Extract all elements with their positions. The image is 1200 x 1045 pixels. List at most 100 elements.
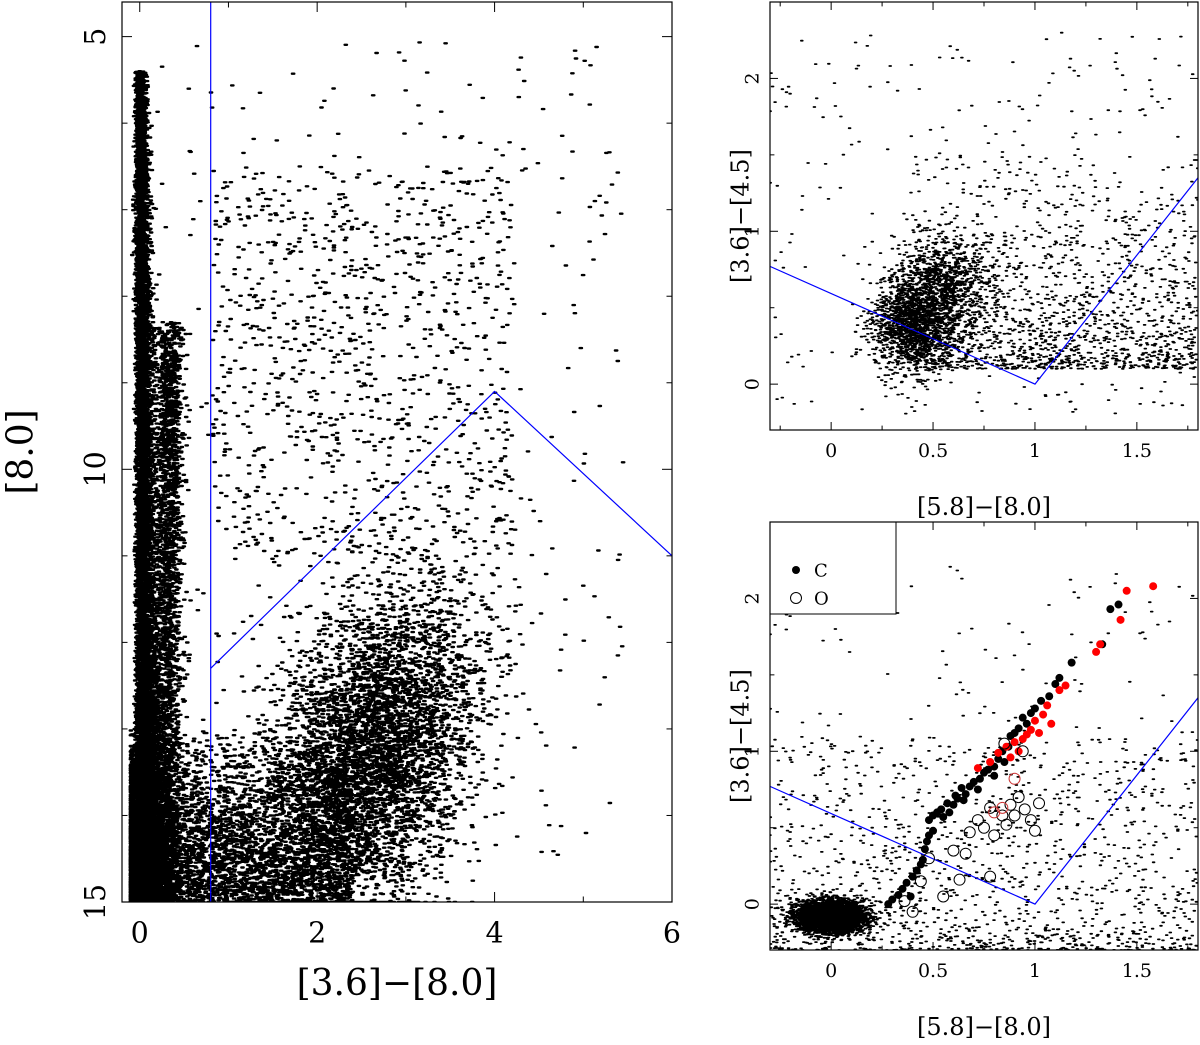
carbon-star-point xyxy=(1035,728,1044,737)
carbon-star-point xyxy=(1010,738,1019,747)
oxygen-star-point xyxy=(1016,745,1029,758)
y-tick-label: 5 xyxy=(79,28,112,46)
oxygen-star-point xyxy=(1028,824,1041,837)
carbon-star-point xyxy=(902,878,911,887)
legend-label: O xyxy=(814,588,829,609)
x-tick-label: 0.5 xyxy=(918,440,948,462)
oxygen-star-point xyxy=(971,814,984,827)
cmd-panel: 0 2 4 6 5 10 15 [3.6]−[8.0] [8.0] xyxy=(1,1,681,1004)
carbon-star-point xyxy=(1114,600,1123,609)
carbon-star-point xyxy=(1106,605,1115,614)
y-tick-label: 1 xyxy=(742,225,764,237)
carbon-star-point xyxy=(1000,757,1009,766)
y-axis-label: [3.6]−[4.5] xyxy=(726,669,754,803)
carbon-star-point xyxy=(939,813,948,822)
oxygen-star-point xyxy=(1004,798,1017,811)
x-tick-label: 6 xyxy=(663,917,681,950)
carbon-star-point xyxy=(959,796,968,805)
oxygen-star-point xyxy=(1024,814,1037,827)
x-axis-label: [5.8]−[8.0] xyxy=(917,493,1051,521)
oxygen-star-point xyxy=(947,844,960,857)
star-cloud xyxy=(770,554,1198,950)
carbon-star-point xyxy=(957,783,966,792)
oxygen-star-point xyxy=(984,870,997,883)
carbon-star-point xyxy=(1039,710,1048,719)
oxygen-star-point xyxy=(959,847,972,860)
carbon-star-point xyxy=(1014,747,1023,756)
carbon-star-point xyxy=(1030,704,1039,713)
x-tick-label: 1.5 xyxy=(1122,960,1152,982)
carbon-star-point xyxy=(994,754,1003,763)
carbon-star-point xyxy=(949,800,958,809)
oxygen-star-point xyxy=(963,826,976,839)
oxygen-star-point xyxy=(1000,818,1013,831)
carbon-star-point xyxy=(990,771,999,780)
series-c-2 xyxy=(884,600,1123,909)
carbon-star-point xyxy=(922,837,931,846)
y-tick-label: 1 xyxy=(742,745,764,757)
x-tick-label: 1 xyxy=(1029,960,1041,982)
plot-frame xyxy=(769,521,1199,951)
legend-box xyxy=(769,521,897,615)
carbon-star-point xyxy=(906,892,915,901)
ccd-panel-top: 0 0.5 1 1.5 0 1 2 [5.8]−[8.0] [3.6]−[4.5] xyxy=(726,1,1199,521)
carbon-star-point xyxy=(1055,686,1064,695)
oxygen-star-point xyxy=(953,873,966,886)
carbon-star-point xyxy=(920,845,929,854)
star-cloud xyxy=(770,31,1198,415)
carbon-star-point xyxy=(973,785,982,794)
carbon-star-point xyxy=(973,764,982,773)
x-tick-label: 4 xyxy=(486,917,504,950)
carbon-star-point xyxy=(1067,658,1076,667)
oxygen-star-point xyxy=(988,829,1001,842)
star-cloud-marks xyxy=(770,31,1198,415)
oxygen-star-point xyxy=(1008,809,1021,822)
star-cloud-marks xyxy=(770,554,1198,950)
carbon-star-point xyxy=(969,777,978,786)
series-c-3 xyxy=(973,582,1158,773)
carbon-star-point xyxy=(953,794,962,803)
x-axis-label: [3.6]−[8.0] xyxy=(297,963,498,1004)
carbon-star-point xyxy=(1061,681,1070,690)
carbon-star-point xyxy=(1030,716,1039,725)
carbon-star-point xyxy=(961,790,970,799)
ccd-panel-bottom: 0 0.5 1 1.5 0 1 2 [5.8]−[8.0] [3.6]−[4.5] CO xyxy=(726,521,1199,1041)
carbon-star-point xyxy=(1047,719,1056,728)
x-tick-label: 2 xyxy=(308,917,326,950)
legend-marker-filled xyxy=(792,566,800,574)
y-tick-label: 0 xyxy=(742,378,764,390)
carbon-star-point xyxy=(1116,615,1125,624)
selection-boundary-line xyxy=(210,390,672,669)
carbon-star-point xyxy=(1055,673,1064,682)
carbon-star-point xyxy=(1149,582,1158,591)
carbon-star-point xyxy=(986,757,995,766)
y-tick-label: 2 xyxy=(742,72,764,84)
oxygen-star-point xyxy=(996,801,1009,814)
carbon-star-point xyxy=(994,748,1003,757)
star-cloud xyxy=(128,41,626,902)
oxygen-star-point xyxy=(898,895,911,908)
carbon-star-point xyxy=(1026,725,1035,734)
y-axis-label: [8.0] xyxy=(1,409,42,494)
carbon-star-point xyxy=(1051,680,1060,689)
oxygen-star-point xyxy=(1033,797,1046,810)
series-o-4 xyxy=(898,737,1046,918)
selection-boundary-line xyxy=(770,177,1198,385)
carbon-star-point xyxy=(943,799,952,808)
series-o-5 xyxy=(988,772,1021,819)
selection-boundary-line xyxy=(770,697,1198,905)
legend: CO xyxy=(769,521,897,615)
x-tick-label: 0 xyxy=(131,917,149,950)
carbon-star-point xyxy=(929,826,938,835)
carbon-star-point xyxy=(1122,586,1131,595)
plot-frame xyxy=(121,1,673,903)
carbon-star-point xyxy=(1092,647,1101,656)
carbon-star-point xyxy=(912,866,921,875)
legend-marker-open xyxy=(790,592,802,604)
carbon-star-point xyxy=(1014,724,1023,733)
carbon-star-point xyxy=(1037,696,1046,705)
carbon-star-point xyxy=(1006,753,1015,762)
carbon-star-point xyxy=(1043,701,1052,710)
y-axis-label: [3.6]−[4.5] xyxy=(726,149,754,283)
